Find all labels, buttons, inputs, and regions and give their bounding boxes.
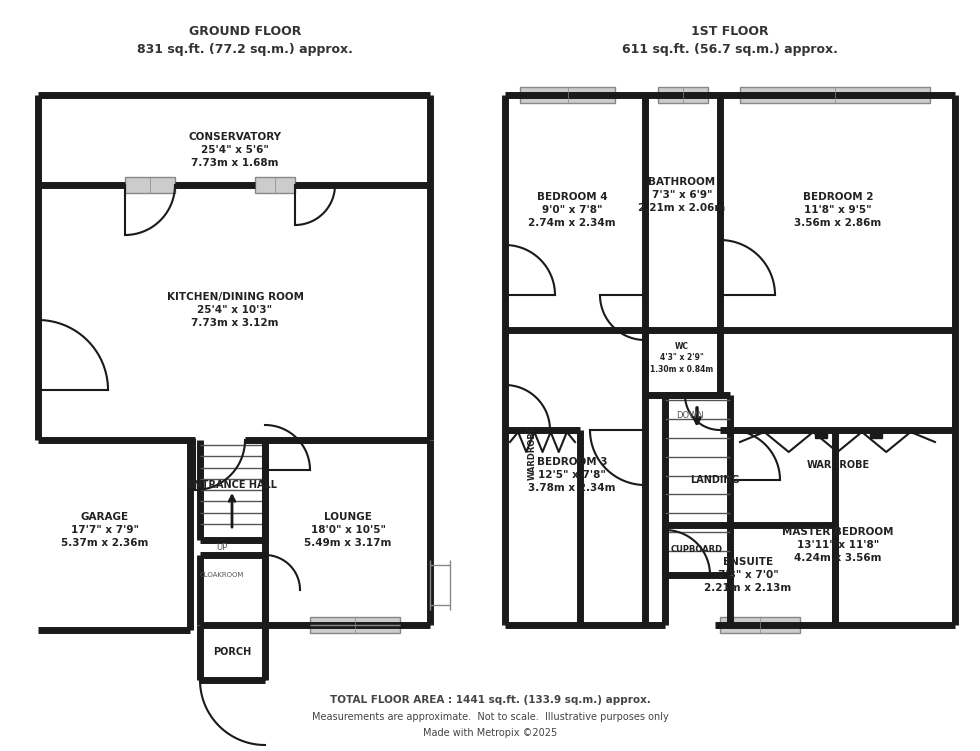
Bar xyxy=(255,177,295,193)
Bar xyxy=(870,430,882,438)
Bar xyxy=(125,177,175,193)
Text: TOTAL FLOOR AREA : 1441 sq.ft. (133.9 sq.m.) approx.: TOTAL FLOOR AREA : 1441 sq.ft. (133.9 sq… xyxy=(329,695,651,705)
Text: CUPBOARD: CUPBOARD xyxy=(671,545,723,554)
Text: BEDROOM 4
9'0" x 7'8"
2.74m x 2.34m: BEDROOM 4 9'0" x 7'8" 2.74m x 2.34m xyxy=(528,192,615,228)
Bar xyxy=(658,87,708,103)
Text: BEDROOM 2
11'8" x 9'5"
3.56m x 2.86m: BEDROOM 2 11'8" x 9'5" 3.56m x 2.86m xyxy=(795,192,882,228)
Text: 1ST FLOOR
611 sq.ft. (56.7 sq.m.) approx.: 1ST FLOOR 611 sq.ft. (56.7 sq.m.) approx… xyxy=(622,25,838,56)
Text: BEDROOM 3
12'5" x 7'8"
3.78m x 2.34m: BEDROOM 3 12'5" x 7'8" 3.78m x 2.34m xyxy=(528,457,615,493)
Bar xyxy=(815,430,827,438)
Text: DOWN: DOWN xyxy=(676,411,704,420)
Text: WARDROBE: WARDROBE xyxy=(807,460,869,470)
Text: WC
4'3" x 2'9"
1.30m x 0.84m: WC 4'3" x 2'9" 1.30m x 0.84m xyxy=(651,342,713,374)
Text: MASTER BEDROOM
13'11" x 11'8"
4.24m x 3.56m: MASTER BEDROOM 13'11" x 11'8" 4.24m x 3.… xyxy=(782,526,894,563)
Text: Made with Metropix ©2025: Made with Metropix ©2025 xyxy=(423,728,557,738)
Bar xyxy=(740,87,930,103)
Text: PORCH: PORCH xyxy=(213,647,251,657)
Text: ENTRANCE HALL: ENTRANCE HALL xyxy=(187,480,277,490)
Text: Measurements are approximate.  Not to scale.  Illustrative purposes only: Measurements are approximate. Not to sca… xyxy=(312,712,668,722)
Text: CLOAKROOM: CLOAKROOM xyxy=(200,572,244,578)
Text: KITCHEN/DINING ROOM
25'4" x 10'3"
7.73m x 3.12m: KITCHEN/DINING ROOM 25'4" x 10'3" 7.73m … xyxy=(167,292,304,328)
Bar xyxy=(720,617,800,633)
Text: ENSUITE
7'3" x 7'0"
2.21m x 2.13m: ENSUITE 7'3" x 7'0" 2.21m x 2.13m xyxy=(705,556,792,593)
Text: LANDING: LANDING xyxy=(690,475,740,485)
Text: BATHROOM
7'3" x 6'9"
2.21m x 2.06m: BATHROOM 7'3" x 6'9" 2.21m x 2.06m xyxy=(638,176,725,213)
Text: GARAGE
17'7" x 7'9"
5.37m x 2.36m: GARAGE 17'7" x 7'9" 5.37m x 2.36m xyxy=(62,511,149,548)
Bar xyxy=(520,87,615,103)
Text: CONSERVATORY
25'4" x 5'6"
7.73m x 1.68m: CONSERVATORY 25'4" x 5'6" 7.73m x 1.68m xyxy=(188,131,281,168)
Bar xyxy=(310,617,400,633)
Text: LOUNGE
18'0" x 10'5"
5.49m x 3.17m: LOUNGE 18'0" x 10'5" 5.49m x 3.17m xyxy=(305,511,392,548)
Text: GROUND FLOOR
831 sq.ft. (77.2 sq.m.) approx.: GROUND FLOOR 831 sq.ft. (77.2 sq.m.) app… xyxy=(137,25,353,56)
Text: WARDROBE: WARDROBE xyxy=(527,426,536,480)
Text: UP: UP xyxy=(217,544,227,553)
